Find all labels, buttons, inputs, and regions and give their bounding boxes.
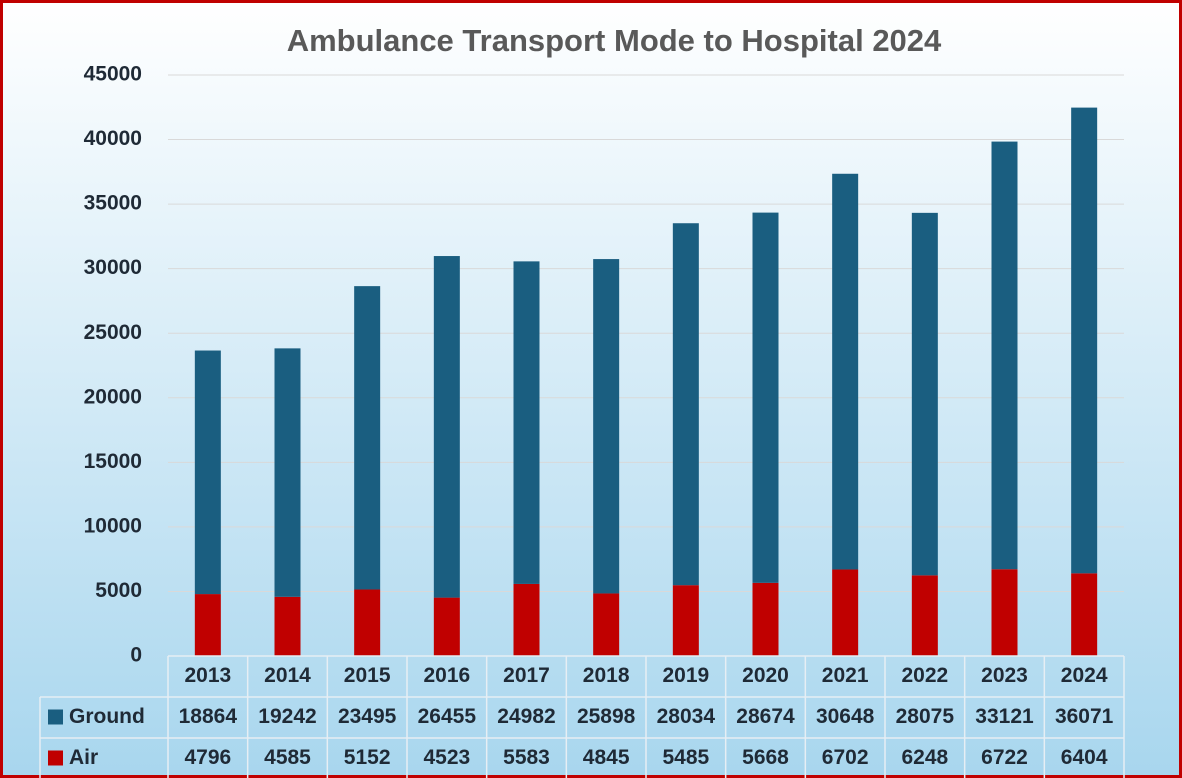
- bar-segment: [354, 589, 381, 656]
- table-value: 6248: [901, 746, 948, 769]
- y-tick-label: 5000: [95, 579, 142, 602]
- table-value: 6404: [1061, 746, 1108, 769]
- x-tick-label: 2016: [423, 664, 470, 687]
- bar-segment: [672, 585, 699, 656]
- bar-segment: [194, 350, 221, 595]
- table-value: 28034: [657, 705, 716, 728]
- bar-segment: [991, 569, 1018, 656]
- bar-segment: [752, 582, 779, 656]
- y-tick-label: 15000: [84, 450, 142, 473]
- table-value: 5485: [662, 746, 709, 769]
- table-value: 18864: [179, 705, 238, 728]
- y-tick-label: 20000: [84, 385, 142, 408]
- bar-segment: [832, 569, 859, 656]
- table-value: 33121: [975, 705, 1034, 728]
- y-tick-label: 35000: [84, 192, 142, 215]
- table-value: 28674: [736, 705, 795, 728]
- bar-segment: [672, 223, 699, 586]
- bar-segment: [274, 348, 301, 597]
- bar-segment: [433, 597, 460, 656]
- y-tick-label: 40000: [84, 127, 142, 150]
- bar-segment: [593, 593, 620, 656]
- x-tick-label: 2018: [583, 664, 630, 687]
- bar-segment: [274, 596, 301, 656]
- bar-segment: [752, 212, 779, 583]
- x-tick-label: 2017: [503, 664, 550, 687]
- bar-segment: [513, 261, 540, 584]
- x-tick-label: 2023: [981, 664, 1028, 687]
- table-value: 4796: [184, 746, 231, 769]
- x-tick-label: 2013: [184, 664, 231, 687]
- table-value: 6722: [981, 746, 1028, 769]
- table-value: 5668: [742, 746, 789, 769]
- table-value: 4845: [583, 746, 630, 769]
- legend-swatch: [48, 750, 63, 766]
- bar-segment: [911, 575, 938, 656]
- table-value: 24982: [497, 705, 555, 728]
- table-value: 4585: [264, 746, 311, 769]
- bar-segment: [1071, 573, 1098, 656]
- x-tick-label: 2014: [264, 664, 311, 687]
- table-value: 26455: [418, 705, 477, 728]
- bar-segment: [513, 583, 540, 656]
- y-tick-label: 30000: [84, 256, 142, 279]
- table-value: 36071: [1055, 705, 1114, 728]
- bar-segment: [991, 141, 1018, 570]
- bar-segment: [194, 594, 221, 656]
- chart-title: Ambulance Transport Mode to Hospital 202…: [287, 23, 942, 58]
- legend-swatch: [48, 709, 63, 725]
- table-value: 30648: [816, 705, 875, 728]
- bar-segment: [911, 212, 938, 576]
- x-tick-label: 2021: [822, 664, 869, 687]
- legend-label: Ground: [69, 705, 145, 728]
- table-value: 23495: [338, 705, 397, 728]
- legend-label: Air: [69, 746, 98, 769]
- y-tick-label: 25000: [84, 321, 142, 344]
- x-tick-label: 2015: [344, 664, 391, 687]
- table-value: 5152: [344, 746, 391, 769]
- x-tick-label: 2020: [742, 664, 789, 687]
- bar-segment: [354, 286, 381, 590]
- table-value: 25898: [577, 705, 636, 728]
- table-value: 28075: [896, 705, 955, 728]
- bar-segment: [832, 173, 859, 570]
- table-value: 4523: [423, 746, 470, 769]
- table-value: 5583: [503, 746, 550, 769]
- y-tick-label: 10000: [84, 514, 142, 537]
- y-tick-label: 45000: [84, 63, 142, 86]
- bar-segment: [433, 256, 460, 598]
- x-tick-label: 2024: [1061, 664, 1108, 687]
- x-tick-label: 2019: [662, 664, 709, 687]
- y-tick-label: 0: [130, 644, 142, 667]
- bar-segment: [593, 259, 620, 594]
- bar-segment: [1071, 107, 1098, 574]
- table-value: 6702: [822, 746, 869, 769]
- table-value: 19242: [258, 705, 316, 728]
- x-tick-label: 2022: [901, 664, 948, 687]
